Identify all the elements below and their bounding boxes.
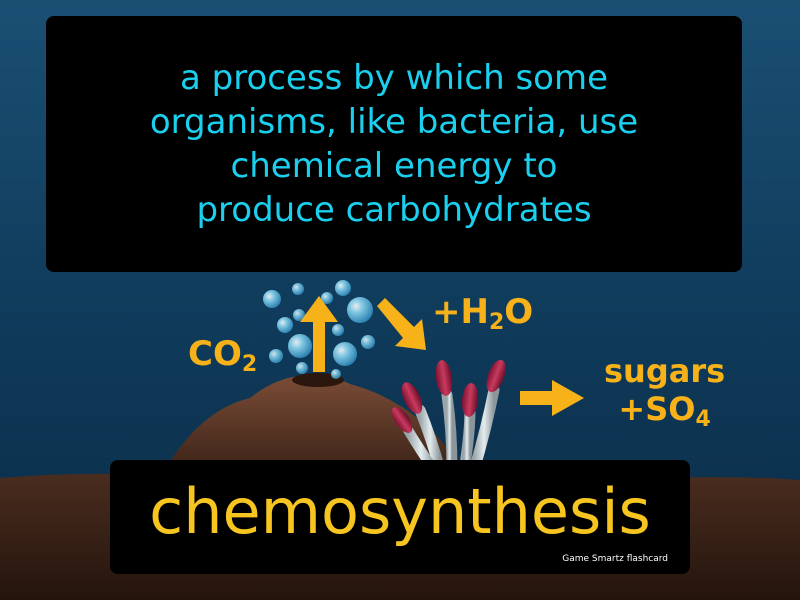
term-title: chemosynthesis bbox=[149, 475, 651, 548]
sugars-label: sugars bbox=[604, 352, 726, 390]
definition-box: a process by which some organisms, like … bbox=[46, 16, 742, 272]
arrow-up bbox=[300, 296, 338, 372]
definition-text: a process by which some organisms, like … bbox=[130, 56, 658, 232]
h2o-label: +H2O bbox=[432, 292, 534, 335]
definition-line: chemical energy to bbox=[230, 146, 558, 186]
bubble-cluster bbox=[263, 280, 375, 379]
co2-label: CO2 bbox=[188, 334, 258, 377]
definition-line: organisms, like bacteria, use bbox=[149, 102, 639, 142]
definition-line: produce carbohydrates bbox=[196, 190, 592, 230]
definition-line: a process by which some bbox=[179, 58, 609, 98]
credit-text: Game Smartz flashcard bbox=[562, 554, 668, 564]
vent-mound bbox=[165, 375, 460, 470]
products-label: sugars +SO4 bbox=[604, 352, 725, 439]
so4-label: +SO4 bbox=[618, 390, 711, 432]
arrow-down-right bbox=[377, 298, 426, 350]
vent-opening bbox=[292, 373, 344, 387]
arrow-right bbox=[520, 380, 584, 416]
term-box: chemosynthesis Game Smartz flashcard bbox=[110, 460, 690, 574]
